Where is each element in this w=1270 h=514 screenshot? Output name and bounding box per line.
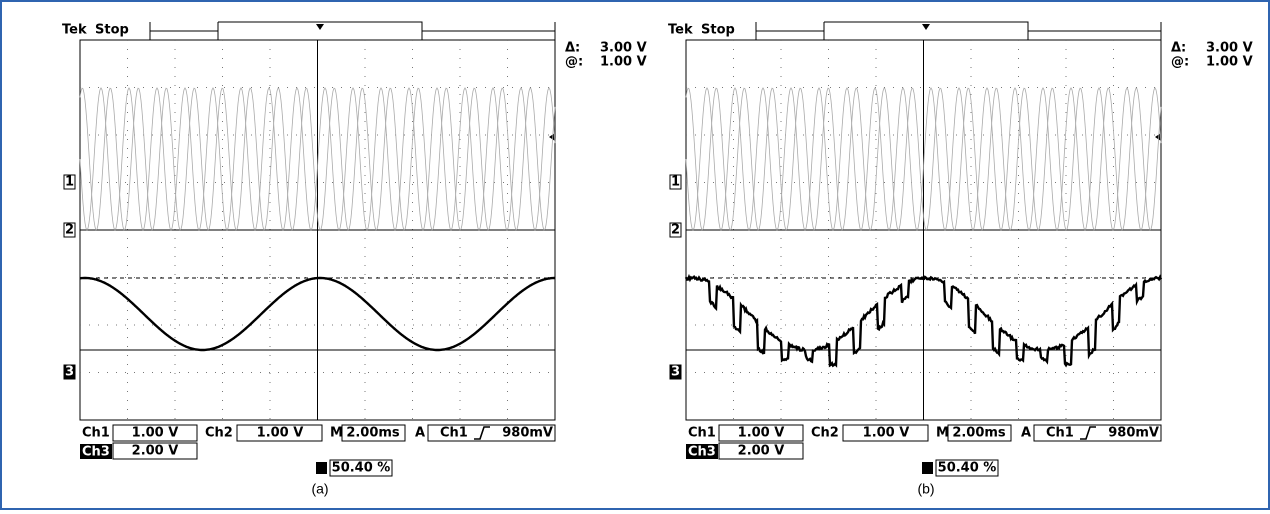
m-label: M [936, 426, 949, 441]
ch1-label: Ch1 [688, 426, 716, 441]
ch3-scale: 2.00 V [132, 444, 179, 459]
timebase: 2.00ms [952, 426, 1006, 441]
ch1-scale: 1.00 V [132, 426, 179, 441]
channel-marker: 1 [65, 175, 74, 190]
ch3-label: Ch3 [688, 445, 716, 460]
ch1-scale: 1.00 V [738, 426, 785, 441]
trig-pos: 50.40 % [332, 461, 391, 476]
ch3-scale: 2.00 V [738, 444, 785, 459]
ch2-scale: 1.00 V [257, 426, 304, 441]
trig-level: 980mV [502, 426, 553, 441]
trigger-icon [316, 462, 327, 474]
channel-marker: 3 [671, 365, 680, 380]
channel-marker: 3 [65, 365, 74, 380]
status: Stop [95, 23, 129, 38]
channel-marker: 1 [671, 175, 680, 190]
at-value: 1.00 V [600, 55, 647, 70]
trig-level: 980mV [1108, 426, 1159, 441]
a-label: A [1021, 426, 1031, 441]
trig-source: Ch1 [440, 426, 468, 441]
caption: (a) [311, 481, 328, 497]
channel-marker: 2 [671, 223, 680, 238]
at-label: @: [565, 55, 583, 70]
ch2-scale: 1.00 V [863, 426, 910, 441]
brand: Tek [668, 23, 693, 38]
timebase: 2.00ms [346, 426, 400, 441]
at-label: @: [1171, 55, 1189, 70]
trigger-icon [922, 462, 933, 474]
delta-label: Δ: [565, 41, 580, 56]
channel-marker: 2 [65, 223, 74, 238]
caption: (b) [917, 481, 934, 497]
a-label: A [415, 426, 425, 441]
ch2-label: Ch2 [205, 426, 233, 441]
delta-label: Δ: [1171, 41, 1186, 56]
ch1-label: Ch1 [82, 426, 110, 441]
status: Stop [701, 23, 735, 38]
delta-value: 3.00 V [600, 41, 647, 56]
trig-pos: 50.40 % [938, 461, 997, 476]
at-value: 1.00 V [1206, 55, 1253, 70]
ch2-label: Ch2 [811, 426, 839, 441]
ch3-label: Ch3 [82, 445, 110, 460]
m-label: M [330, 426, 343, 441]
trig-source: Ch1 [1046, 426, 1074, 441]
figure: TekStopTΔ:3.00 V@:1.00 V123Ch11.00 VCh21… [0, 0, 1270, 510]
delta-value: 3.00 V [1206, 41, 1253, 56]
brand: Tek [62, 23, 87, 38]
